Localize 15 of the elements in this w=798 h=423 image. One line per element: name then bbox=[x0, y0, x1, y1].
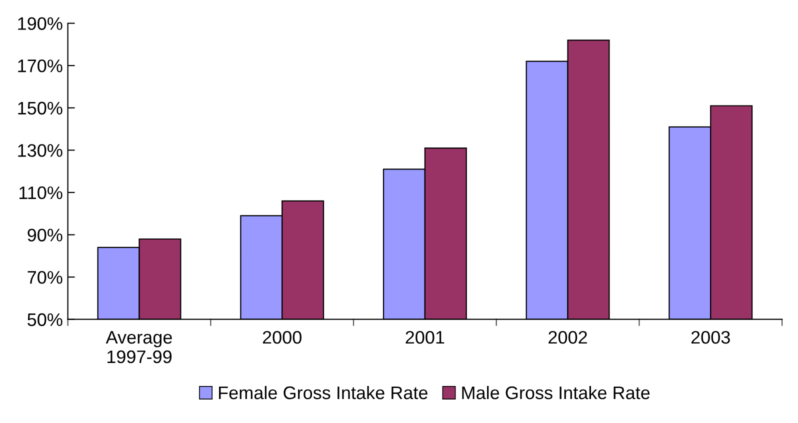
y-tick-label: 130% bbox=[18, 144, 62, 157]
y-tick-label: 50% bbox=[28, 313, 62, 326]
legend-label: Male Gross Intake Rate bbox=[462, 386, 650, 400]
x-tick-label: 2001 bbox=[406, 330, 444, 344]
x-tick-label: 2000 bbox=[262, 330, 302, 344]
y-tick-label: 150% bbox=[18, 102, 62, 115]
x-tick-label: 2003 bbox=[691, 330, 730, 344]
y-tick-label: 190% bbox=[18, 17, 62, 30]
y-tick-label: 70% bbox=[28, 271, 62, 284]
y-tick-label: 170% bbox=[18, 60, 62, 72]
x-tick-label: 2002 bbox=[548, 330, 587, 344]
x-tick-label: Average 1997-99 bbox=[106, 331, 172, 364]
y-tick-label: 110% bbox=[20, 186, 62, 200]
y-tick-label: 90% bbox=[28, 228, 62, 242]
legend-label: Female Gross Intake Rate bbox=[219, 386, 428, 400]
